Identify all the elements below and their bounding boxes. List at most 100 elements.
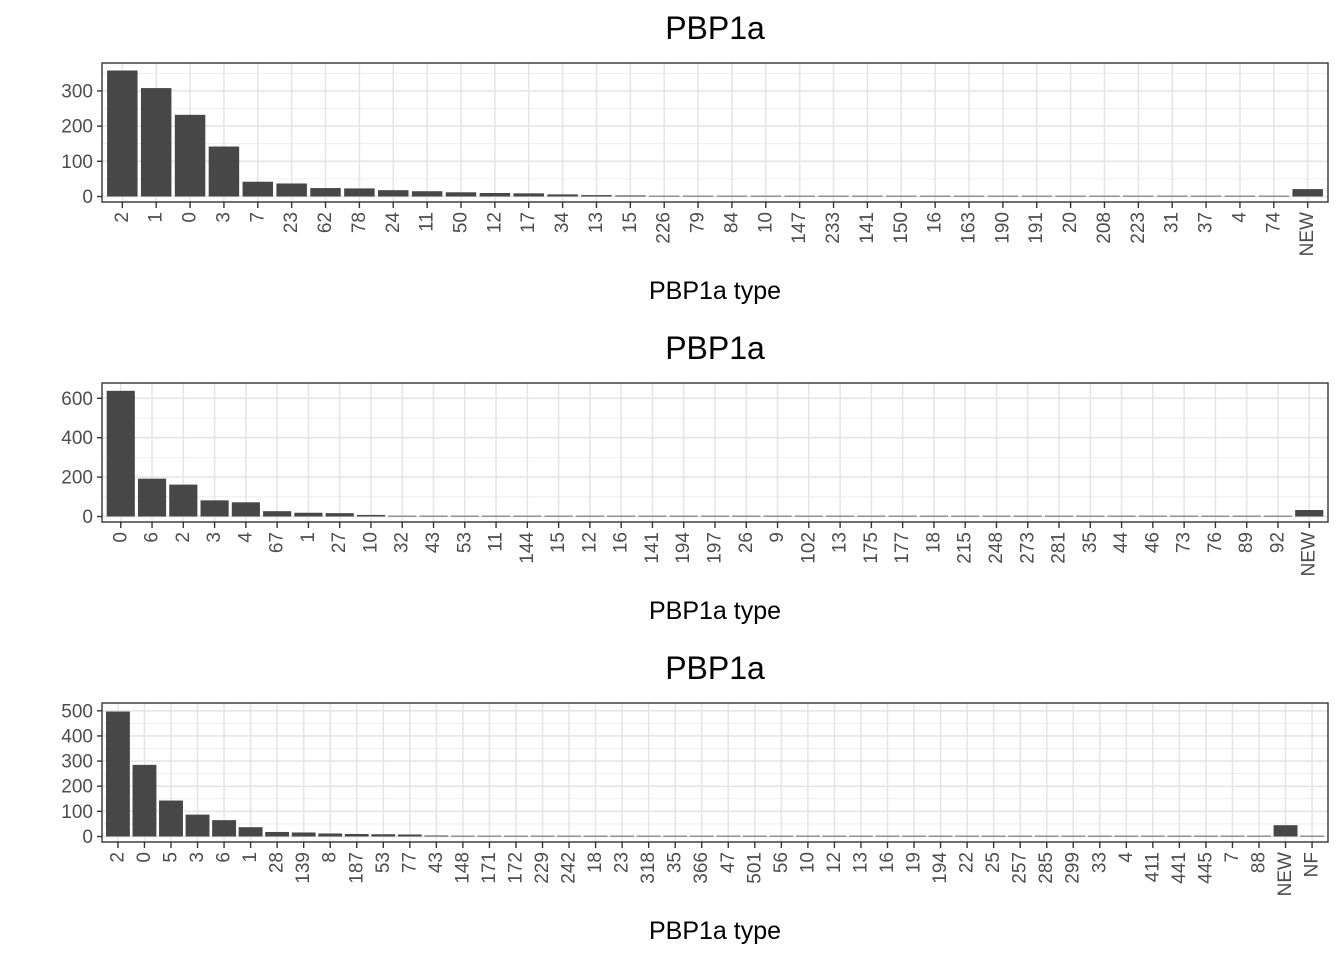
x-tick-label: 89: [1236, 532, 1257, 553]
bar-12: [479, 192, 511, 197]
x-tick-label: 74: [1263, 212, 1284, 234]
bar-8: [318, 833, 343, 837]
x-tick-label: NF: [1302, 852, 1323, 877]
bar-139: [291, 832, 316, 837]
bar-88: [1247, 835, 1271, 837]
x-tick-label: 248: [986, 532, 1007, 564]
x-tick-label: 6: [214, 852, 235, 863]
bar-191: [1021, 195, 1052, 197]
y-tick-label: 100: [61, 152, 93, 173]
x-tick-label: 56: [771, 852, 792, 873]
bar-50: [445, 192, 477, 197]
x-tick-label: 62: [315, 212, 336, 233]
bar-226: [648, 195, 680, 197]
bar-0: [174, 114, 206, 197]
bar-77: [397, 834, 422, 837]
x-tick-label: 215: [955, 532, 976, 564]
chart-title: PBP1a: [665, 330, 765, 366]
bar-44: [1107, 515, 1136, 517]
y-tick-label: 300: [61, 81, 93, 102]
x-tick-label: 3: [213, 212, 234, 223]
y-tick-label: 400: [61, 428, 93, 449]
bar-187: [344, 833, 369, 837]
bar-32: [388, 515, 417, 517]
x-tick-label: 8: [320, 852, 341, 863]
x-tick-label: 32: [392, 532, 413, 553]
bar-78: [344, 188, 375, 197]
x-tick-label: 35: [1080, 532, 1101, 553]
x-tick-label: 44: [1111, 532, 1132, 554]
x-tick-label: 366: [691, 852, 712, 884]
panel-background: [102, 703, 1328, 842]
x-tick-label: 17: [518, 212, 539, 233]
x-tick-label: 78: [349, 212, 370, 233]
bar-9: [763, 515, 792, 517]
bar-6: [137, 478, 167, 517]
x-tick-label: 35: [665, 852, 686, 873]
x-tick-label: 22: [957, 852, 978, 873]
bar-35: [663, 835, 688, 837]
bar-6: [212, 820, 237, 837]
x-tick-label: 147: [789, 212, 810, 244]
bar-NEW: [1273, 825, 1298, 837]
bar-411: [1140, 835, 1165, 837]
bar-190: [987, 195, 1019, 197]
bar-366: [689, 835, 714, 837]
x-tick-label: 84: [721, 212, 742, 234]
x-tick-label: 3: [187, 852, 208, 863]
bar-26: [732, 515, 761, 517]
x-tick-label: 37: [1196, 212, 1217, 233]
bar-53: [450, 515, 479, 517]
bar-79: [682, 195, 714, 197]
bar-92: [1263, 515, 1293, 517]
bar-0: [132, 764, 157, 837]
bar-NF: [1300, 835, 1325, 837]
x-tick-label: 10: [755, 212, 776, 233]
bar-17: [513, 193, 544, 197]
bar-2: [107, 70, 138, 197]
bar-299: [1061, 835, 1086, 837]
x-tick-label: 16: [925, 212, 946, 233]
x-tick-label: 20: [1060, 212, 1081, 233]
x-tick-label: 4: [1116, 852, 1137, 863]
x-axis-label: PBP1a type: [649, 597, 781, 625]
bar-25: [981, 835, 1006, 837]
x-tick-label: 76: [1205, 532, 1226, 553]
y-tick-label: 200: [61, 468, 93, 489]
x-tick-label: 102: [798, 532, 819, 564]
bar-76: [1201, 515, 1230, 517]
bar-19: [902, 835, 926, 837]
x-tick-label: 229: [532, 852, 553, 884]
x-tick-label: 11: [486, 532, 507, 552]
bar-27: [325, 513, 354, 517]
y-tick-label: 500: [61, 701, 93, 722]
x-tick-label: 19: [904, 852, 925, 873]
y-tick-label: 600: [61, 389, 93, 410]
bar-11: [411, 191, 443, 197]
x-tick-label: 233: [823, 212, 844, 244]
bar-281: [1044, 515, 1074, 517]
bar-13: [826, 515, 855, 517]
x-tick-label: 281: [1049, 532, 1070, 564]
bar-10: [356, 514, 386, 517]
x-tick-label: 34: [552, 212, 573, 234]
bar-1: [294, 512, 323, 517]
x-tick-label: 6: [142, 532, 163, 543]
bar-18: [919, 515, 949, 517]
x-tick-label: 208: [1094, 212, 1115, 244]
bar-15: [544, 515, 573, 517]
bar-215: [951, 515, 980, 517]
bar-12: [575, 515, 604, 517]
x-axis-label: PBP1a type: [649, 277, 781, 305]
x-tick-label: 13: [850, 852, 871, 873]
x-tick-label: 9: [767, 532, 788, 543]
x-tick-label: 88: [1249, 852, 1270, 873]
x-tick-label: 191: [1026, 212, 1047, 244]
x-tick-label: 0: [134, 852, 155, 863]
x-tick-label: 2: [112, 212, 133, 223]
bar-43: [419, 515, 448, 517]
y-tick-label: 0: [82, 827, 93, 848]
x-tick-label: NEW: [1299, 532, 1320, 576]
